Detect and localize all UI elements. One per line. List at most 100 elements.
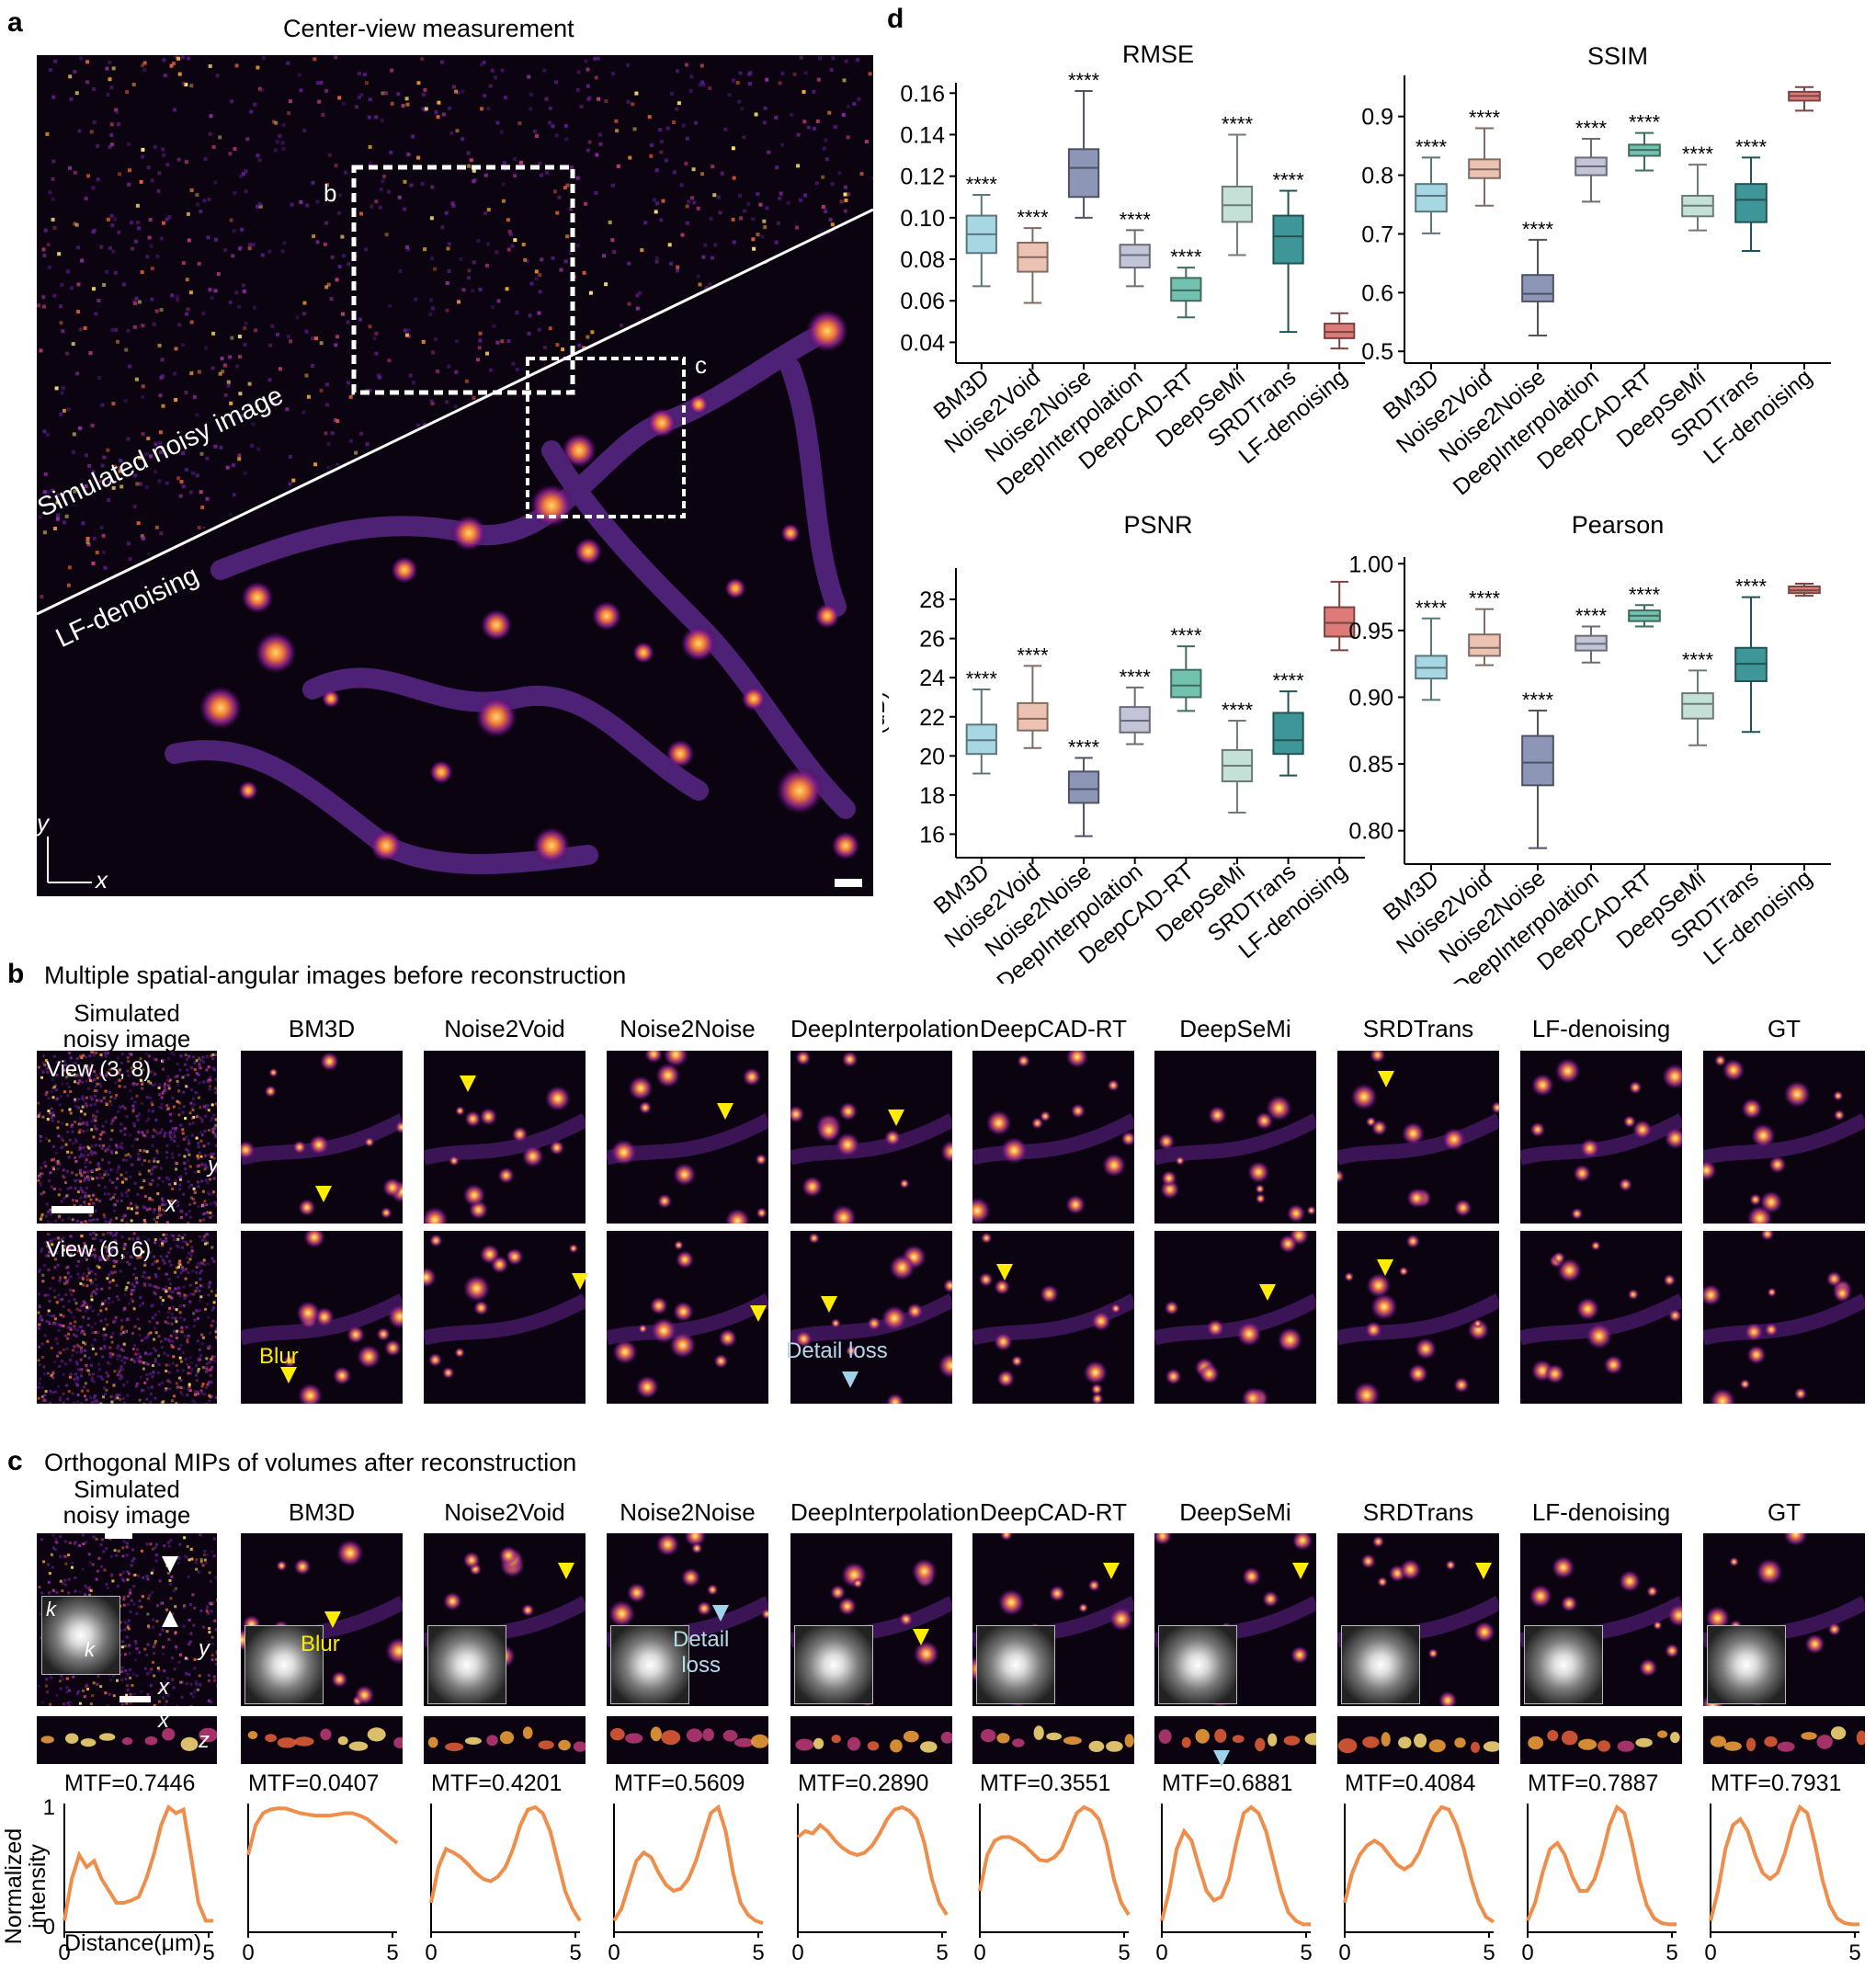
noise-pixel [402,104,405,108]
noise-pixel [72,450,75,454]
noise-pixel [162,154,165,157]
noise-pixel [331,256,335,259]
noise-pixel [42,429,46,433]
noise-pixel [324,89,328,93]
noise-pixel [289,99,292,103]
noise-pixel [128,168,131,172]
arrowhead-marker [1377,1259,1393,1276]
noise-pixel [124,348,128,352]
noise-pixel [142,432,145,436]
noise-pixel [807,126,811,130]
noise-pixel [287,111,290,115]
noise-pixel [602,254,606,257]
noise-pixel [249,110,253,114]
noise-pixel [240,228,244,232]
noise-pixel [51,160,55,164]
noise-pixel [676,69,679,73]
noise-pixel [445,211,449,215]
noise-pixel [233,191,237,195]
noise-pixel [765,206,768,210]
noise-pixel [824,210,827,213]
tile-image [972,1051,1134,1224]
noise-pixel [700,64,704,68]
noise-pixel [182,484,186,488]
noise-pixel [774,116,778,120]
noise-pixel [812,90,815,94]
x-tick-label: 0 [1521,1941,1533,1965]
profile-line [248,1808,397,1855]
noise-pixel [422,340,426,344]
arrowhead-marker [996,1264,1013,1280]
noise-pixel [676,266,679,269]
noise-pixel [522,243,526,246]
noise-pixel [795,226,799,230]
noise-pixel [195,413,199,416]
noise-pixel [167,215,171,219]
noise-pixel [422,93,426,97]
x-tick-label: 5 [202,1941,214,1965]
noise-pixel [160,237,164,241]
noise-pixel [42,305,46,309]
b-tile-r1-c4 [790,1051,952,1224]
noise-pixel [405,245,409,249]
noise-pixel [465,380,469,383]
box-SRDTrans: **** [1735,135,1768,251]
noise-pixel [448,242,451,245]
arrowhead-marker [750,1305,767,1322]
noise-pixel [289,483,292,486]
noise-pixel [821,176,824,179]
noise-pixel [189,371,193,375]
noise-pixel [254,328,257,332]
profile-line [614,1807,763,1923]
significance-label: **** [1522,218,1554,241]
noise-pixel [39,348,42,352]
noise-pixel [125,90,129,94]
noise-pixel [495,121,499,125]
noise-pixel [218,135,222,139]
c-xz-tile-5 [972,1716,1134,1764]
noise-pixel [108,77,112,81]
ky-label: k [85,1638,95,1662]
noise-pixel [200,452,204,456]
noise-pixel [358,72,361,75]
noise-pixel [282,147,286,151]
noise-pixel [528,332,531,336]
noise-pixel [102,551,106,554]
noise-pixel [145,255,149,258]
noise-pixel [491,305,495,309]
noise-pixel [93,120,97,124]
noise-pixel [134,240,138,244]
noise-pixel [398,196,402,199]
noise-pixel [847,135,850,139]
noise-pixel [831,182,835,186]
noise-pixel [511,362,515,366]
noise-pixel [131,247,134,251]
noise-pixel [658,128,662,131]
noise-pixel [149,218,153,222]
col-head-noise2noise: Noise2Noise [607,1498,768,1527]
noise-pixel [65,515,69,518]
c-xz-tile-9 [1703,1716,1865,1764]
metrics-box-plots: RMSE0.040.060.080.100.120.140.16****BM3D… [882,18,1876,984]
noise-pixel [480,107,483,110]
noise-pixel [842,113,846,117]
b-tile-r2-c3 [607,1231,768,1404]
noise-pixel [471,289,474,292]
scale-bar [835,879,862,887]
bright-spot [429,760,453,784]
noise-pixel [92,287,96,290]
y-tick-label: 0.16 [900,81,945,107]
noise-pixel [697,207,700,211]
noise-pixel [486,243,490,246]
noise-pixel [335,463,339,467]
y-tick-label: 0.04 [900,330,945,356]
box-SRDTrans: **** [1272,168,1304,332]
noise-pixel [42,247,46,251]
noise-pixel [85,453,88,457]
noise-pixel [313,462,317,466]
tile-image [1154,1051,1316,1224]
noise-pixel [248,243,252,246]
noise-pixel [81,521,85,525]
noise-pixel [136,204,140,208]
